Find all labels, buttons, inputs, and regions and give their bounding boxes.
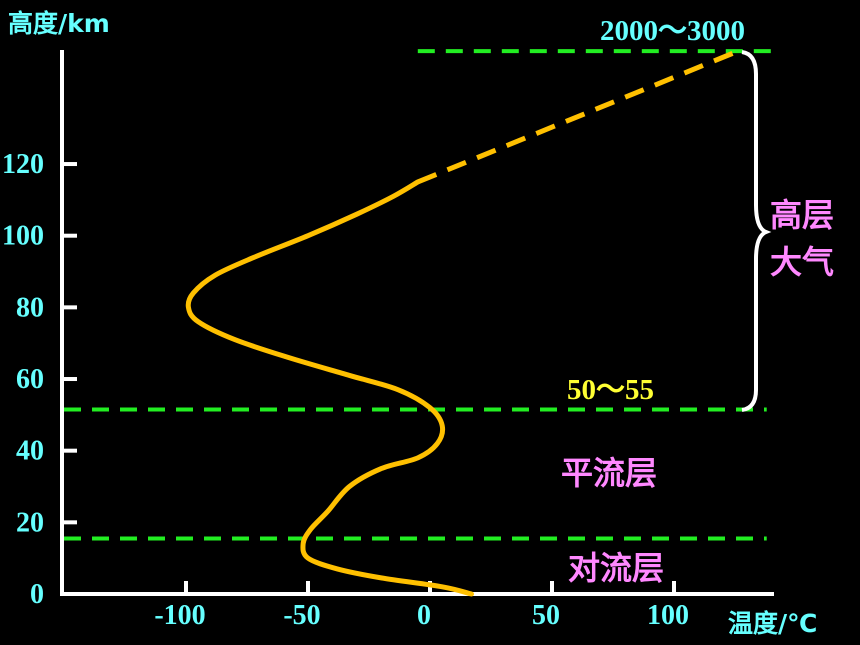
temperature-curve-extrapolated [416,47,744,185]
y-tick-label: 100 [2,221,44,252]
troposphere-label: 对流层 [568,549,664,587]
upper-atmosphere-label-line2: 大气 [770,243,834,281]
y-tick-label: 20 [16,507,44,538]
x-tick-label: 50 [532,600,560,631]
temperature-curve [185,179,474,597]
temperature-series [185,47,744,597]
stratosphere-label: 平流层 [561,454,657,492]
y-tick-label: 60 [16,364,44,395]
x-tick-label: 0 [417,600,431,631]
y-tick-label: 40 [16,436,44,467]
x-tick-label: -50 [283,600,320,631]
y-tick-label: 80 [16,292,44,323]
top-height-label: 2000～3000 [600,15,745,47]
x-tick-label: -100 [154,600,205,631]
y-tick-label: 120 [2,149,44,180]
axis-ticks: 0 20 40 60 80 100 120 -100 -50 0 50 100 [2,149,689,631]
y-axis-title: 高度/km [8,9,110,38]
layer-boundaries [64,49,772,541]
x-axis-title: 温度/℃ [728,609,817,638]
upper-atmosphere-brace [741,50,772,412]
y-tick-label: 0 [30,579,44,610]
x-tick-label: 100 [647,600,689,631]
stratopause-height-label: 50～55 [567,374,654,406]
upper-atmosphere-label-line1: 高层 [770,196,834,234]
